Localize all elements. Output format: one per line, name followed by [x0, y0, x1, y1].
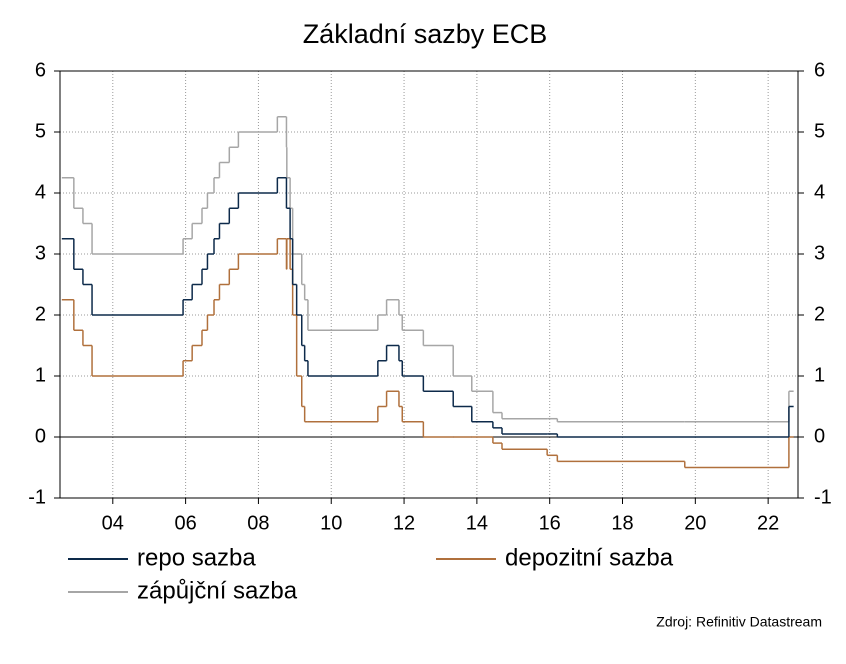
legend-label: repo sazba [137, 544, 256, 571]
x-tick-label: 06 [174, 512, 196, 534]
y2-tick-label: -1 [814, 486, 832, 508]
y2-tick-label: 4 [814, 181, 825, 203]
chart-title: Základní sazby ECB [303, 19, 548, 49]
y-tick-label: -1 [28, 486, 46, 508]
x-tick-label: 14 [466, 512, 488, 534]
y-tick-label: 3 [35, 242, 46, 264]
plot-frame [59, 70, 799, 499]
y-tick-label: 0 [35, 425, 46, 447]
legend-label: zápůjční sazba [137, 577, 298, 604]
x-tick-label: 18 [611, 512, 633, 534]
y2-tick-label: 2 [814, 303, 825, 325]
y2-tick-label: 5 [814, 120, 825, 142]
y-tick-label: 1 [35, 364, 46, 386]
y2-tick-label: 0 [814, 425, 825, 447]
x-tick-label: 04 [102, 512, 124, 534]
y-tick-label: 6 [35, 59, 46, 81]
x-tick-label: 16 [539, 512, 561, 534]
y-tick-label: 5 [35, 120, 46, 142]
legend-label: depozitní sazba [505, 544, 674, 571]
y2-tick-label: 1 [814, 364, 825, 386]
x-tick-label: 10 [320, 512, 342, 534]
y-tick-label: 2 [35, 303, 46, 325]
source-note: Zdroj: Refinitiv Datastream [656, 614, 822, 630]
y-tick-label: 4 [35, 181, 46, 203]
x-tick-label: 08 [247, 512, 269, 534]
x-tick-label: 22 [757, 512, 779, 534]
y2-tick-label: 6 [814, 59, 825, 81]
x-tick-label: 20 [684, 512, 706, 534]
y2-tick-label: 3 [814, 242, 825, 264]
x-tick-label: 12 [393, 512, 415, 534]
